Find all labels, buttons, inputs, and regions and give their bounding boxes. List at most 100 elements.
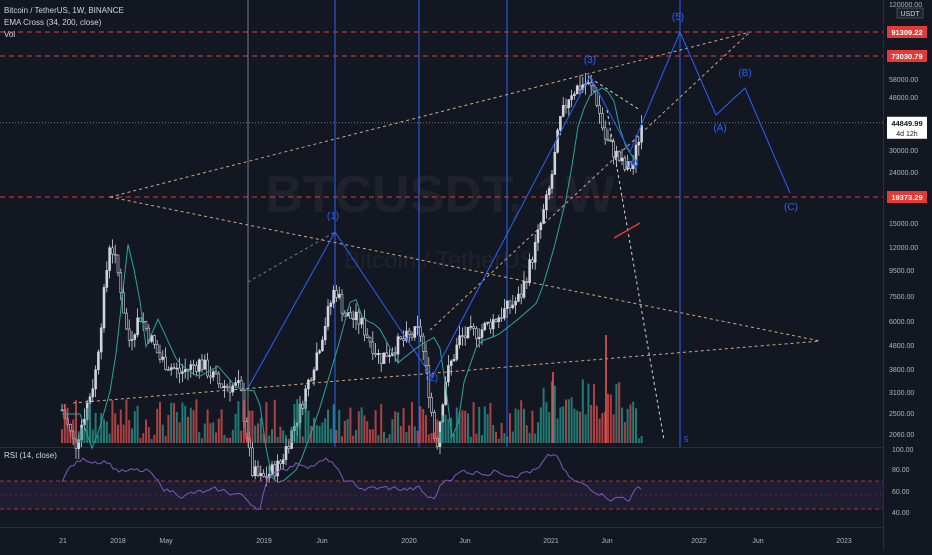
candle-body: [480, 329, 484, 338]
volume-bar: [355, 429, 357, 443]
volume-bar: [128, 420, 131, 443]
volume-bar: [175, 411, 178, 443]
candle-body: [567, 99, 571, 109]
candle-body: [601, 113, 604, 129]
price-level-tag: [887, 191, 927, 203]
volume-bar: [579, 411, 581, 443]
volume-bar: [495, 431, 497, 443]
candle-body: [626, 161, 629, 170]
candle-body: [273, 464, 277, 477]
watermark-description: Bitcoin / TetherUS: [344, 247, 536, 274]
volume-bar: [357, 411, 360, 443]
volume-bar: [111, 400, 114, 443]
volume-bar: [598, 418, 601, 443]
rising-trend-line: [429, 31, 751, 331]
volume-bar: [83, 429, 86, 443]
volume-bar: [206, 409, 209, 443]
volume-bar: [178, 422, 181, 443]
volume-indicator-label[interactable]: Vol: [4, 30, 16, 39]
candle-body: [368, 337, 372, 343]
candle-body: [360, 318, 363, 325]
volume-bar: [72, 419, 75, 443]
volume-bar: [371, 429, 374, 443]
candle-body: [318, 350, 321, 354]
volume-bar: [332, 404, 335, 443]
volume-bar: [231, 429, 234, 443]
volume-bar: [251, 410, 254, 443]
price-axis-tick: 15000.00: [889, 221, 918, 228]
volume-bar: [562, 406, 565, 443]
candle-body: [175, 367, 179, 370]
price-axis-tick: 120000.00: [889, 2, 922, 9]
symbol-title[interactable]: Bitcoin / TetherUS, 1W, BINANCE: [4, 6, 124, 15]
currency-badge: [896, 7, 924, 19]
price-axis-tick: 12000.00: [889, 245, 918, 252]
volume-bar: [94, 412, 97, 443]
volume-bar: [545, 402, 548, 443]
volume-bar: [366, 421, 369, 443]
candle-body: [200, 359, 204, 370]
volume-bar: [167, 414, 170, 443]
volume-bar: [427, 434, 430, 443]
candle-body: [365, 334, 369, 338]
candle-body: [209, 375, 212, 378]
candle-body: [575, 85, 579, 95]
volume-bar: [80, 427, 83, 443]
volume-bar: [481, 435, 483, 443]
ema-indicator-label[interactable]: EMA Cross (34, 200, close): [4, 18, 102, 27]
candle-body: [503, 308, 506, 319]
volume-bar: [201, 438, 203, 443]
volume-bar: [234, 413, 237, 443]
time-axis-tick: 2023: [836, 538, 852, 545]
volume-bar: [489, 402, 492, 443]
price-axis-tick: 6000.00: [889, 319, 914, 326]
volume-bar: [584, 414, 587, 443]
volume-bar: [612, 414, 615, 443]
price-level-tag-label: 73030.79: [891, 52, 922, 61]
volume-bar: [388, 434, 391, 443]
volume-bar: [581, 379, 584, 443]
candle-body: [127, 328, 131, 341]
volume-bar: [464, 410, 467, 443]
descending-trend-line: [109, 196, 821, 342]
volume-bar: [419, 406, 422, 443]
candle-body: [228, 386, 232, 393]
volume-bar: [609, 394, 612, 443]
volume-bar: [63, 403, 66, 443]
candle-body: [130, 339, 134, 341]
volume-bar: [335, 430, 338, 443]
candle-body: [536, 229, 540, 243]
price-axis-tick: 48000.00: [889, 95, 918, 102]
price-axis-tick: 3100.00: [889, 390, 914, 397]
volume-bar: [145, 419, 147, 443]
volume-bar: [108, 433, 111, 443]
candle-body: [545, 194, 548, 210]
volume-bar: [313, 417, 315, 443]
candle-body: [475, 328, 478, 340]
volume-bar: [629, 404, 632, 443]
volume-bar: [66, 407, 69, 443]
candle-body: [570, 95, 573, 100]
volume-bar: [215, 432, 217, 443]
candle-body: [561, 105, 565, 117]
wave-label: (C): [784, 202, 798, 213]
candle-body: [497, 317, 501, 322]
volume-bar: [285, 435, 287, 443]
volume-spike: [605, 335, 607, 443]
candle-body: [615, 150, 618, 158]
volume-bar: [245, 432, 248, 443]
volume-bar: [198, 432, 201, 443]
volume-bar: [486, 414, 489, 443]
lower-trend-line: [72, 340, 821, 404]
volume-bar: [640, 436, 643, 443]
price-level-tag-label: 91309.22: [891, 28, 922, 37]
candle-body: [153, 335, 156, 345]
volume-bar: [556, 418, 559, 443]
candle-body: [407, 330, 411, 335]
volume-bar: [472, 402, 475, 443]
volume-bar: [159, 401, 161, 443]
volume-bar: [61, 429, 63, 443]
